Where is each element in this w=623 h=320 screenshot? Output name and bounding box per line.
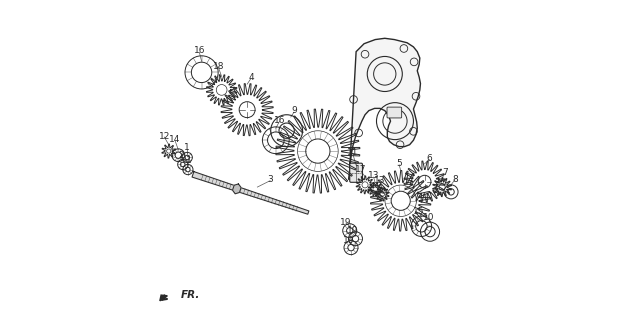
Polygon shape [192,172,309,214]
FancyBboxPatch shape [350,163,363,182]
Text: 19: 19 [343,236,355,245]
Text: 7: 7 [442,168,447,177]
Polygon shape [160,295,167,301]
Text: 15: 15 [414,207,425,216]
Text: 1: 1 [186,156,191,164]
Text: 1: 1 [184,143,190,152]
Text: 12: 12 [159,132,170,140]
Text: 6: 6 [427,154,432,163]
Polygon shape [232,184,241,194]
Text: 18: 18 [212,61,224,70]
Text: 13: 13 [368,172,379,180]
Text: 2: 2 [178,151,184,160]
Text: 3: 3 [267,175,273,184]
Polygon shape [349,38,421,180]
Text: 11: 11 [347,148,359,157]
Text: 13: 13 [374,176,386,185]
Text: 10: 10 [423,213,434,222]
Text: 16: 16 [194,45,205,55]
Text: 19: 19 [340,218,351,227]
Text: 19: 19 [346,226,358,235]
Text: 5: 5 [396,159,402,168]
Text: 9: 9 [291,106,297,115]
Text: 8: 8 [452,175,458,184]
Text: 4: 4 [248,73,254,82]
Text: 16: 16 [274,116,285,125]
Text: 14: 14 [169,135,181,144]
Text: FR.: FR. [181,290,200,300]
FancyBboxPatch shape [387,107,402,118]
Text: 17: 17 [355,165,366,174]
